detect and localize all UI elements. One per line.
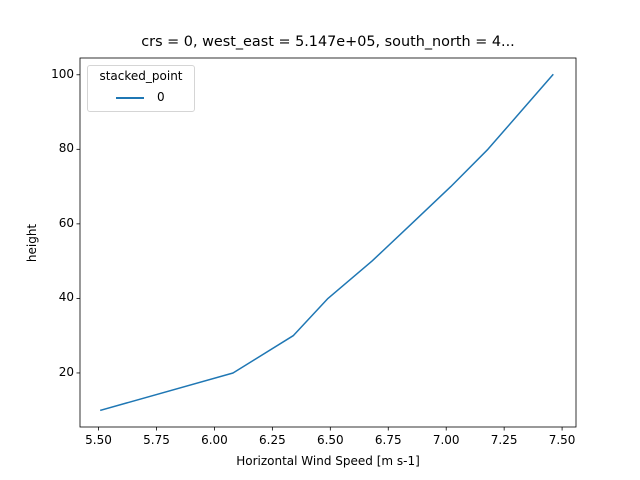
y-tick-label: 40 xyxy=(58,290,74,305)
y-tick-label: 60 xyxy=(58,215,74,230)
x-tick-label: 5.75 xyxy=(143,433,170,447)
x-axis-label: Horizontal Wind Speed [m s-1] xyxy=(236,454,420,468)
x-tick-label: 6.00 xyxy=(201,433,228,447)
x-tick-label: 7.50 xyxy=(548,433,576,447)
x-tick-label: 6.50 xyxy=(316,433,344,447)
x-tick-label: 7.25 xyxy=(490,433,518,447)
x-tick-label: 6.25 xyxy=(259,433,286,447)
x-tick-label: 6.75 xyxy=(374,433,402,447)
y-tick-label: 20 xyxy=(58,364,74,379)
legend-line-swatch-icon xyxy=(116,97,144,99)
y-tick-label: 100 xyxy=(51,66,74,81)
plot-frame xyxy=(79,57,577,428)
legend: stacked_point 0 xyxy=(87,65,195,112)
legend-entry-label: 0 xyxy=(157,90,165,104)
legend-title: stacked_point xyxy=(99,69,183,83)
x-tick-label: 5.50 xyxy=(85,433,112,447)
chart-title: crs = 0, west_east = 5.147e+05, south_no… xyxy=(141,34,515,50)
data-line-series-0 xyxy=(99,73,554,412)
x-tick-label: 7.00 xyxy=(432,433,460,447)
y-tick-label: 80 xyxy=(58,141,74,156)
